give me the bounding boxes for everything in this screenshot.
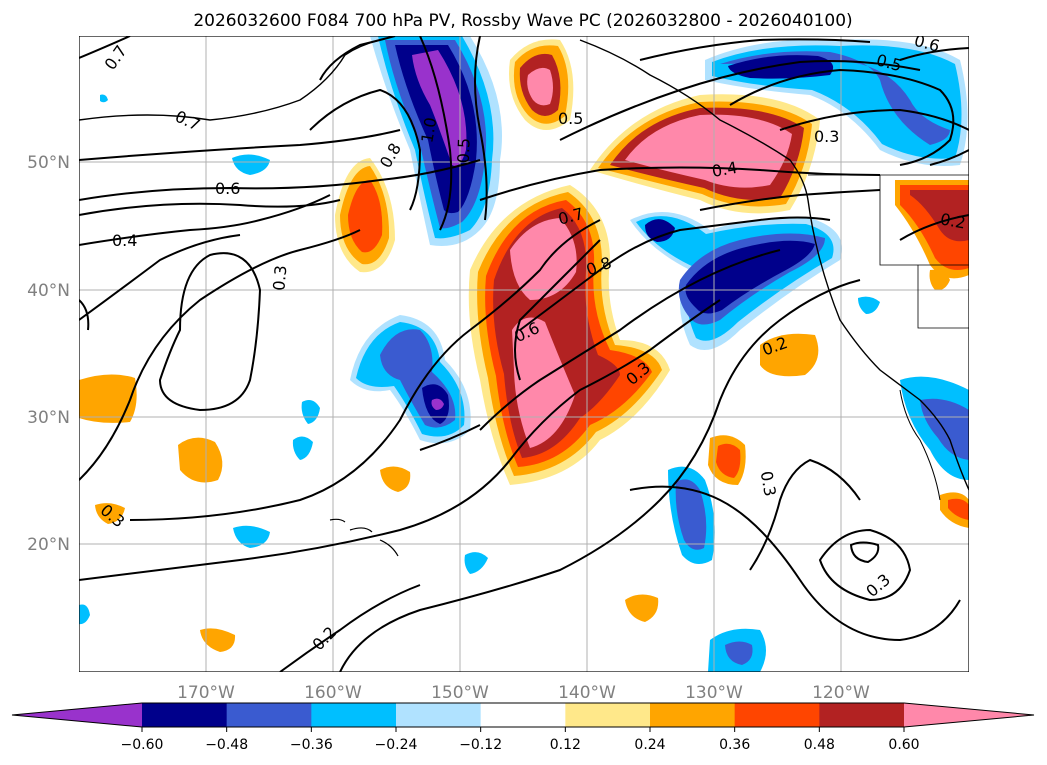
- positive-pv-blob: [527, 67, 553, 106]
- longitude-labels: 170°W 160°W 150°W 140°W 130°W 120°W: [177, 683, 870, 703]
- colorbar-extend-low: [12, 703, 142, 727]
- contour-label: 0.5: [558, 109, 583, 128]
- contour-label: 0.6: [215, 179, 240, 198]
- positive-pv-blob: [200, 628, 236, 652]
- graticule: [79, 36, 969, 672]
- colorbar-swatch: [396, 703, 482, 727]
- colorbar-swatch: [311, 703, 397, 727]
- figure-title: 2026032600 F084 700 hPa PV, Rossby Wave …: [193, 11, 852, 31]
- negative-pv-blob: [431, 398, 444, 410]
- positive-pv-blob: [948, 498, 969, 520]
- contour-label: 0.3: [269, 264, 290, 291]
- coastlines: [79, 39, 969, 557]
- latitude-labels: 50°N 40°N 30°N 20°N: [27, 153, 70, 555]
- lat-label: 30°N: [27, 408, 70, 428]
- lat-label: 50°N: [27, 153, 70, 173]
- lat-label: 40°N: [27, 281, 70, 301]
- negative-pv-blob: [720, 51, 950, 146]
- positive-pv-blob: [760, 333, 819, 377]
- positive-pv-blob: [95, 503, 125, 524]
- negative-pv-blob: [292, 436, 313, 460]
- positive-pv-blob: [79, 374, 137, 423]
- positive-pv-blob: [380, 466, 411, 492]
- negative-pv-blob: [858, 296, 880, 314]
- positive-pv-blob: [625, 594, 659, 622]
- colorbar-tick-label: −0.60: [121, 737, 164, 753]
- contour-label: 0.6: [912, 31, 942, 56]
- contour-label: 1.0: [417, 116, 440, 144]
- lon-label: 130°W: [685, 683, 743, 703]
- pv-line-contours: [79, 36, 969, 672]
- colorbar-tick-label: −0.24: [375, 737, 418, 753]
- colorbar-swatch: [565, 703, 651, 727]
- contour-label: 0.2: [939, 209, 967, 232]
- negative-pv-blob: [233, 525, 270, 548]
- colorbar-swatch: [226, 703, 312, 727]
- negative-pv-blob: [645, 219, 675, 242]
- colorbar-tick-label: 0.24: [634, 737, 665, 753]
- positive-pv-blob: [716, 443, 741, 478]
- colorbar-swatch: [734, 703, 820, 727]
- pv-filled-contours: [79, 36, 969, 672]
- lon-label: 170°W: [177, 683, 235, 703]
- positive-pv-blob: [512, 317, 575, 448]
- negative-pv-blob: [464, 552, 488, 574]
- positive-pv-blob: [910, 190, 969, 242]
- contour-label: 0.3: [814, 127, 839, 146]
- colorbar-tick-label: −0.48: [205, 737, 248, 753]
- colorbar-tick-label: −0.12: [459, 737, 502, 753]
- colorbar-tick-label: 0.48: [804, 737, 835, 753]
- positive-pv-blob: [178, 437, 223, 483]
- lon-label: 160°W: [304, 683, 362, 703]
- negative-pv-blob: [675, 479, 707, 550]
- lat-label: 20°N: [27, 535, 70, 555]
- lon-label: 140°W: [558, 683, 616, 703]
- negative-pv-blob: [79, 604, 90, 625]
- negative-pv-blob: [725, 641, 753, 665]
- colorbar: −0.60 −0.48 −0.36 −0.24 −0.12 0.12 0.24 0.36 0.4…: [11, 702, 1035, 753]
- positive-pv-blob: [929, 269, 950, 291]
- lon-label: 150°W: [431, 683, 489, 703]
- colorbar-swatch: [819, 703, 905, 727]
- positive-pv-blob: [348, 180, 383, 253]
- colorbar-swatch: [650, 703, 736, 727]
- colorbar-tick-label: 0.60: [888, 737, 919, 753]
- colorbar-tick-label: 0.36: [719, 737, 750, 753]
- map-panel: 0.7 0.7 0.6 0.4 0.3 0.8 1.0 0.5 0.5 0.7 …: [79, 31, 969, 672]
- colorbar-tick-label: −0.36: [290, 737, 333, 753]
- contour-label: 0.3: [757, 470, 780, 498]
- colorbar-swatch: [480, 703, 566, 727]
- colorbar-swatch: [142, 703, 228, 727]
- contour-label: 0.4: [112, 231, 137, 250]
- contour-label: 0.5: [454, 137, 474, 163]
- negative-pv-blob: [301, 400, 320, 424]
- negative-pv-blob: [412, 50, 467, 166]
- lon-label: 120°W: [812, 683, 870, 703]
- negative-pv-blob: [232, 154, 270, 175]
- colorbar-extend-high: [904, 703, 1034, 727]
- negative-pv-blob: [100, 94, 108, 103]
- negative-pv-blob: [685, 240, 815, 314]
- contour-label: 0.4: [710, 158, 738, 181]
- colorbar-tick-label: 0.12: [550, 737, 581, 753]
